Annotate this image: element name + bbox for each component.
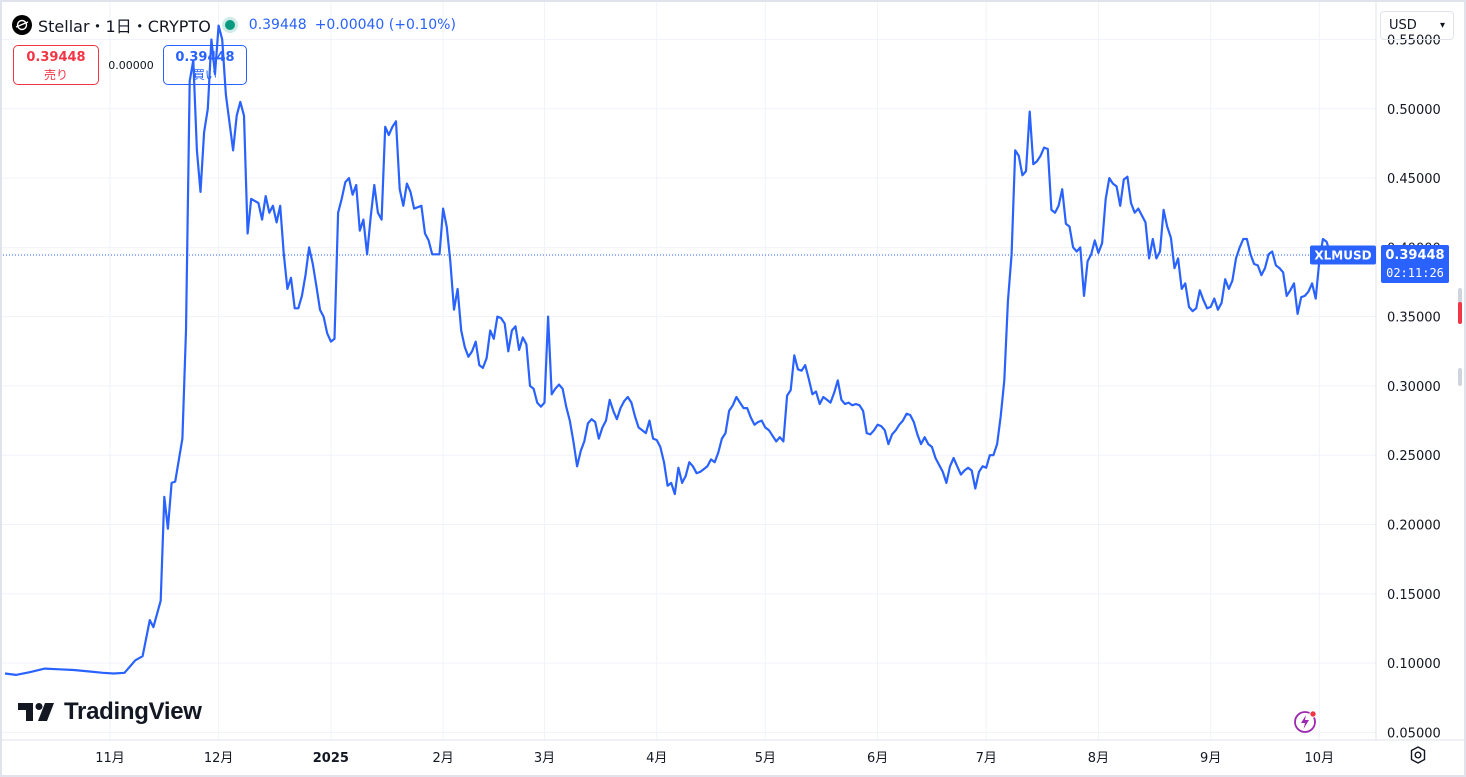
frame-border	[0, 0, 1466, 2]
sell-button[interactable]: 0.39448 売り	[13, 45, 99, 85]
x-tick-label: 9月	[1200, 751, 1221, 766]
legend-price: 0.39448	[248, 17, 307, 33]
y-tick-label: 0.55000	[1387, 33, 1441, 48]
y-tick-label: 0.20000	[1387, 519, 1441, 534]
y-tick-label: 0.25000	[1387, 449, 1441, 464]
legend-change: +0.00040 (+0.10%)	[314, 17, 456, 33]
symbol-tag-label: XLMUSD	[1314, 249, 1371, 263]
x-tick-label: 12月	[204, 751, 234, 766]
x-tick-label: 4月	[646, 751, 667, 766]
strip-marker	[1458, 368, 1462, 386]
frame-border	[0, 775, 1466, 777]
y-tick-label: 0.45000	[1387, 172, 1441, 187]
stellar-logo-icon	[12, 15, 32, 35]
grid	[0, 0, 1376, 740]
x-tick-label: 7月	[976, 751, 997, 766]
chevron-down-icon: ▾	[1439, 20, 1445, 31]
last-price-value: 0.39448	[1385, 248, 1444, 263]
buy-price: 0.39448	[175, 50, 235, 65]
tradingview-wordmark: TradingView	[64, 698, 202, 725]
x-tick-label: 11月	[95, 751, 125, 766]
y-tick-label: 0.10000	[1387, 657, 1441, 672]
y-tick-label: 0.15000	[1387, 588, 1441, 603]
price-axis[interactable]: 0.05000 0.10000 0.15000 0.20000 0.25000 0.300…	[1387, 33, 1441, 741]
right-edge-strip	[1456, 60, 1464, 430]
symbol-legend[interactable]: Stellar・1日・CRYPTO 0.39448 +0.00040 (+0.1…	[12, 12, 464, 38]
x-tick-label: 10月	[1305, 751, 1335, 766]
time-axis[interactable]: 11月 12月 2025 2月 3月 4月 5月 6月 7月 8月 9月 10月	[95, 751, 1334, 766]
settings-gear-icon[interactable]	[1408, 745, 1428, 765]
last-price-label	[1381, 245, 1449, 284]
frame-border	[0, 0, 2, 777]
x-tick-label: 8月	[1088, 751, 1109, 766]
currency-label: USD	[1389, 18, 1417, 33]
sell-label: 売り	[43, 68, 68, 82]
spread-value: 0.00000	[108, 59, 154, 72]
frame-border	[1464, 0, 1466, 777]
market-status-icon[interactable]	[224, 20, 235, 30]
strip-marker	[1458, 288, 1462, 306]
x-tick-label: 6月	[867, 751, 888, 766]
axes	[0, 0, 1466, 741]
symbol-title[interactable]: Stellar・1日・CRYPTO	[38, 17, 211, 36]
y-tick-label: 0.30000	[1387, 380, 1441, 395]
y-tick-label: 0.05000	[1387, 726, 1441, 741]
buy-label: 買い	[192, 68, 217, 82]
x-tick-label: 2月	[432, 751, 453, 766]
symbol-tag	[1310, 245, 1376, 265]
strip-marker-red	[1458, 302, 1462, 324]
currency-selector[interactable]: USD ▾	[1380, 11, 1454, 40]
sell-price: 0.39448	[26, 50, 86, 65]
bar-countdown: 02:11:26	[1386, 266, 1444, 280]
x-tick-label: 2025	[313, 751, 349, 766]
tradingview-logo[interactable]: TradingView	[18, 698, 202, 726]
price-tag: XLMUSD 0.39448 02:11:26	[1310, 245, 1449, 284]
y-tick-label: 0.50000	[1387, 103, 1441, 118]
buy-button[interactable]: 0.39448 買い	[163, 45, 247, 85]
x-tick-label: 5月	[755, 751, 776, 766]
tradingview-mark-icon	[18, 703, 54, 721]
x-tick-label: 3月	[534, 751, 555, 766]
series-line-xlmusd	[4, 24, 1335, 676]
lightning-icon[interactable]	[1293, 709, 1317, 733]
y-tick-label: 0.35000	[1387, 311, 1441, 326]
